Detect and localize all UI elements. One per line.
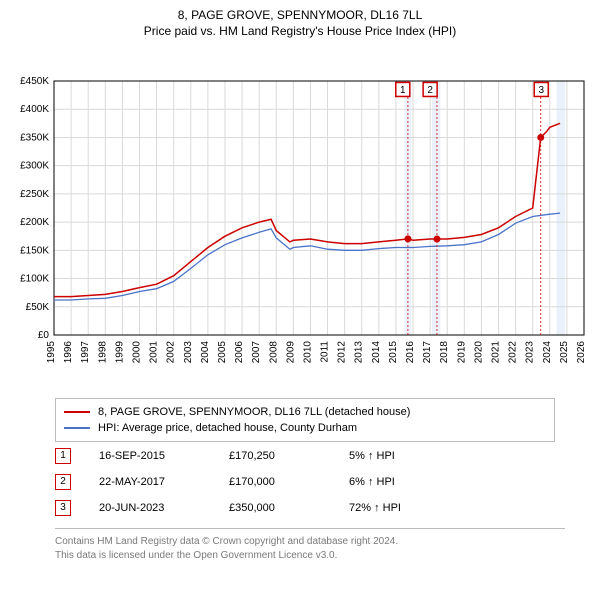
svg-text:2002: 2002 <box>166 341 177 364</box>
legend-row: 8, PAGE GROVE, SPENNYMOOR, DL16 7LL (det… <box>64 404 546 420</box>
svg-text:£150K: £150K <box>20 245 49 256</box>
attribution-line2: This data is licensed under the Open Gov… <box>55 549 565 563</box>
svg-text:2003: 2003 <box>183 341 194 364</box>
svg-text:2001: 2001 <box>149 341 160 364</box>
svg-text:2023: 2023 <box>525 341 536 364</box>
transaction-date: 20-JUN-2023 <box>99 502 229 514</box>
svg-text:£250K: £250K <box>20 189 49 200</box>
svg-text:2005: 2005 <box>217 341 228 364</box>
svg-text:2014: 2014 <box>371 341 382 364</box>
chart-container: £0 £50K £100K £150K £200K £250K £300K £350K £400… <box>10 53 590 383</box>
svg-text:2016: 2016 <box>405 341 416 364</box>
legend-label: HPI: Average price, detached house, Coun… <box>98 422 357 434</box>
svg-text:1996: 1996 <box>63 341 74 364</box>
svg-text:1: 1 <box>400 85 406 96</box>
transaction-marker-icon: 1 <box>55 448 71 464</box>
svg-text:2004: 2004 <box>200 341 211 364</box>
svg-text:£350K: £350K <box>20 132 49 143</box>
svg-text:2013: 2013 <box>354 341 365 364</box>
transaction-price: £170,250 <box>229 450 349 462</box>
svg-text:£50K: £50K <box>26 302 50 313</box>
price-vs-hpi-line-chart: £0 £50K £100K £150K £200K £250K £300K £350K £400… <box>10 53 590 383</box>
svg-text:2: 2 <box>427 85 433 96</box>
chart-title-line1: 8, PAGE GROVE, SPENNYMOOR, DL16 7LL <box>0 8 600 22</box>
transaction-hpi-delta: 6% ↑ HPI <box>349 476 469 488</box>
legend-label: 8, PAGE GROVE, SPENNYMOOR, DL16 7LL (det… <box>98 406 410 418</box>
legend-swatch <box>64 411 90 413</box>
svg-text:2008: 2008 <box>268 341 279 364</box>
svg-text:2015: 2015 <box>388 341 399 364</box>
svg-text:2026: 2026 <box>576 341 587 364</box>
attribution: Contains HM Land Registry data © Crown c… <box>55 528 565 562</box>
transaction-date: 22-MAY-2017 <box>99 476 229 488</box>
svg-text:2011: 2011 <box>320 341 331 363</box>
svg-text:1995: 1995 <box>46 341 57 364</box>
transactions-table: 1 16-SEP-2015 £170,250 5% ↑ HPI 2 22-MAY… <box>55 443 555 521</box>
svg-text:2022: 2022 <box>508 341 519 364</box>
svg-text:1999: 1999 <box>114 341 125 364</box>
transaction-price: £170,000 <box>229 476 349 488</box>
svg-text:2012: 2012 <box>337 341 348 364</box>
svg-text:2006: 2006 <box>234 341 245 364</box>
svg-text:1997: 1997 <box>80 341 91 364</box>
transaction-marker-icon: 2 <box>55 474 71 490</box>
svg-text:2019: 2019 <box>456 341 467 364</box>
transaction-row: 1 16-SEP-2015 £170,250 5% ↑ HPI <box>55 443 555 469</box>
page-root: 8, PAGE GROVE, SPENNYMOOR, DL16 7LL Pric… <box>0 8 600 598</box>
transaction-row: 3 20-JUN-2023 £350,000 72% ↑ HPI <box>55 495 555 521</box>
svg-text:£0: £0 <box>38 330 50 341</box>
svg-text:3: 3 <box>538 85 544 96</box>
svg-text:2009: 2009 <box>285 341 296 364</box>
transaction-marker-icon: 3 <box>55 500 71 516</box>
transaction-date: 16-SEP-2015 <box>99 450 229 462</box>
svg-text:2017: 2017 <box>422 341 433 364</box>
svg-text:2024: 2024 <box>542 341 553 364</box>
transaction-hpi-delta: 72% ↑ HPI <box>349 502 469 514</box>
svg-text:2025: 2025 <box>559 341 570 364</box>
svg-text:1998: 1998 <box>97 341 108 364</box>
svg-text:2021: 2021 <box>491 341 502 364</box>
svg-text:2000: 2000 <box>131 341 142 364</box>
svg-text:2010: 2010 <box>302 341 313 364</box>
legend: 8, PAGE GROVE, SPENNYMOOR, DL16 7LL (det… <box>55 398 555 442</box>
svg-text:£200K: £200K <box>20 217 49 228</box>
svg-text:£300K: £300K <box>20 161 49 172</box>
legend-swatch <box>64 427 90 429</box>
attribution-line1: Contains HM Land Registry data © Crown c… <box>55 535 565 549</box>
legend-row: HPI: Average price, detached house, Coun… <box>64 420 546 436</box>
transaction-price: £350,000 <box>229 502 349 514</box>
transaction-row: 2 22-MAY-2017 £170,000 6% ↑ HPI <box>55 469 555 495</box>
svg-text:£450K: £450K <box>20 76 49 87</box>
svg-text:2020: 2020 <box>473 341 484 364</box>
svg-text:£100K: £100K <box>20 274 49 285</box>
chart-title-line2: Price paid vs. HM Land Registry's House … <box>0 24 600 38</box>
svg-text:2007: 2007 <box>251 341 262 364</box>
svg-text:£400K: £400K <box>20 104 49 115</box>
transaction-hpi-delta: 5% ↑ HPI <box>349 450 469 462</box>
svg-text:2018: 2018 <box>439 341 450 364</box>
